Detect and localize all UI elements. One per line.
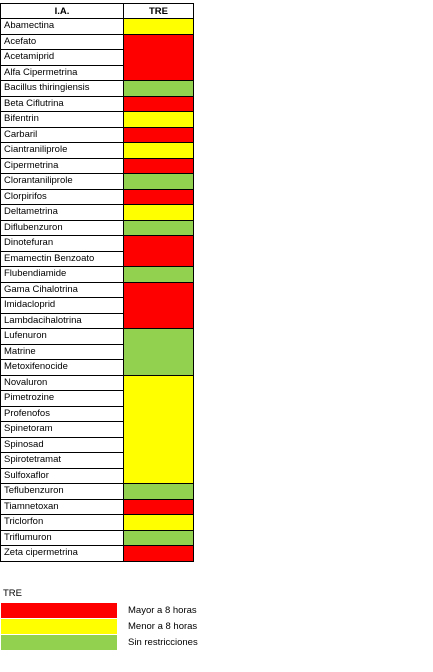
tre-cell [123, 281, 194, 329]
tre-cell [123, 126, 194, 143]
table-row: Flubendiamide [0, 266, 194, 283]
ingredient-name: Flubendiamide [0, 266, 124, 283]
ingredient-name: Bacillus thiringiensis [0, 80, 124, 97]
legend-swatch [1, 603, 117, 618]
ingredient-name: Ciantraniliprole [0, 142, 124, 159]
ingredient-name: Beta Ciflutrina [0, 95, 124, 112]
table-row: Carbaril [0, 126, 194, 143]
legend-item-red: Mayor a 8 horas [0, 603, 433, 619]
tre-cell [123, 142, 194, 159]
ingredient-name: Tiamnetoxan [0, 498, 124, 515]
legend-item-yellow: Menor a 8 horas [0, 619, 433, 635]
ingredient-name: Metoxifenocide [0, 359, 124, 376]
table-row: Bacillus thiringiensis [0, 80, 194, 97]
table-row: Diflubenzuron [0, 219, 194, 236]
table-row: Bifentrin [0, 111, 194, 128]
tre-cell [123, 173, 194, 190]
tre-cell [123, 157, 194, 174]
ingredient-name: Emamectin Benzoato [0, 250, 124, 267]
ingredient-name: Novaluron [0, 374, 124, 391]
tre-cell [123, 498, 194, 515]
table-row: Cipermetrina [0, 157, 194, 174]
legend-label: Menor a 8 horas [128, 621, 198, 632]
table-row: Beta Ciflutrina [0, 95, 194, 112]
table-row: Tiamnetoxan [0, 498, 194, 515]
ingredient-name: Triclorfon [0, 514, 124, 531]
ingredient-name: Lufenuron [0, 328, 124, 345]
tre-cell [123, 219, 194, 236]
ingredient-name: Spirotetramat [0, 452, 124, 469]
ingredient-name: Abamectina [0, 18, 124, 35]
tre-cell [123, 111, 194, 128]
table-row: Triflumuron [0, 529, 194, 546]
ingredient-name: Deltametrina [0, 204, 124, 221]
table-body: Abamectina Acefato Acetamiprid Alfa Ciperme… [0, 18, 194, 562]
insecticide-table: I.A. TRE Abamectina Acefato Acetamiprid Alf… [0, 3, 194, 562]
table-row: Lufenuron [0, 328, 194, 376]
tre-cell [123, 514, 194, 531]
tre-cell [123, 328, 194, 376]
ingredient-name: Acefato [0, 33, 124, 50]
table-row: Triclorfon [0, 514, 194, 531]
header-row: I.A. TRE [0, 3, 194, 19]
ingredient-name: Spinetoram [0, 421, 124, 438]
ingredient-name: Clorantaniliprole [0, 173, 124, 190]
ingredient-name: Sulfoxaflor [0, 467, 124, 484]
tre-cell [123, 235, 194, 267]
tre-cell [123, 204, 194, 221]
table-row: Abamectina [0, 18, 194, 35]
legend-label: Mayor a 8 horas [128, 605, 197, 616]
tre-cell [123, 95, 194, 112]
ingredient-name: Diflubenzuron [0, 219, 124, 236]
tre-cell [123, 188, 194, 205]
ingredient-name: Lambdacihalotrina [0, 312, 124, 329]
ingredient-name: Triflumuron [0, 529, 124, 546]
legend-label: Sin restricciones [128, 637, 198, 648]
legend-title: TRE [3, 588, 22, 599]
ingredient-name: Carbaril [0, 126, 124, 143]
table-row: Clorpirifos [0, 188, 194, 205]
tre-cell [123, 18, 194, 35]
tre-cell [123, 80, 194, 97]
ingredient-name: Imidacloprid [0, 297, 124, 314]
ingredient-name: Clorpirifos [0, 188, 124, 205]
table-row: Teflubenzuron [0, 483, 194, 500]
tre-cell [123, 266, 194, 283]
ingredient-name: Dinotefuran [0, 235, 124, 252]
header-ia: I.A. [0, 3, 124, 19]
table-row: Zeta cipermetrina [0, 545, 194, 562]
table-row: Dinotefuran [0, 235, 194, 267]
tre-cell [123, 374, 194, 484]
ingredient-name: Gama Cihalotrina [0, 281, 124, 298]
ingredient-name: Acetamiprid [0, 49, 124, 66]
ingredient-name: Alfa Cipermetrina [0, 64, 124, 81]
table-row: Acefato [0, 33, 194, 81]
table-row: Novaluron [0, 374, 194, 484]
header-tre: TRE [123, 3, 194, 19]
tre-cell [123, 33, 194, 81]
table-row: Clorantaniliprole [0, 173, 194, 190]
ingredient-name: Zeta cipermetrina [0, 545, 124, 562]
table-row: Gama Cihalotrina [0, 281, 194, 329]
tre-cell [123, 545, 194, 562]
legend-swatch [1, 635, 117, 650]
ingredient-name: Pimetrozine [0, 390, 124, 407]
ingredient-name: Bifentrin [0, 111, 124, 128]
legend-swatch [1, 619, 117, 634]
tre-cell [123, 483, 194, 500]
ingredient-name: Matrine [0, 343, 124, 360]
ingredient-name: Spinosad [0, 436, 124, 453]
ingredient-name: Teflubenzuron [0, 483, 124, 500]
table-row: Ciantraniliprole [0, 142, 194, 159]
tre-cell [123, 529, 194, 546]
table-row: Deltametrina [0, 204, 194, 221]
legend-item-green: Sin restricciones [0, 635, 433, 651]
ingredient-name: Cipermetrina [0, 157, 124, 174]
ingredient-name: Profenofos [0, 405, 124, 422]
